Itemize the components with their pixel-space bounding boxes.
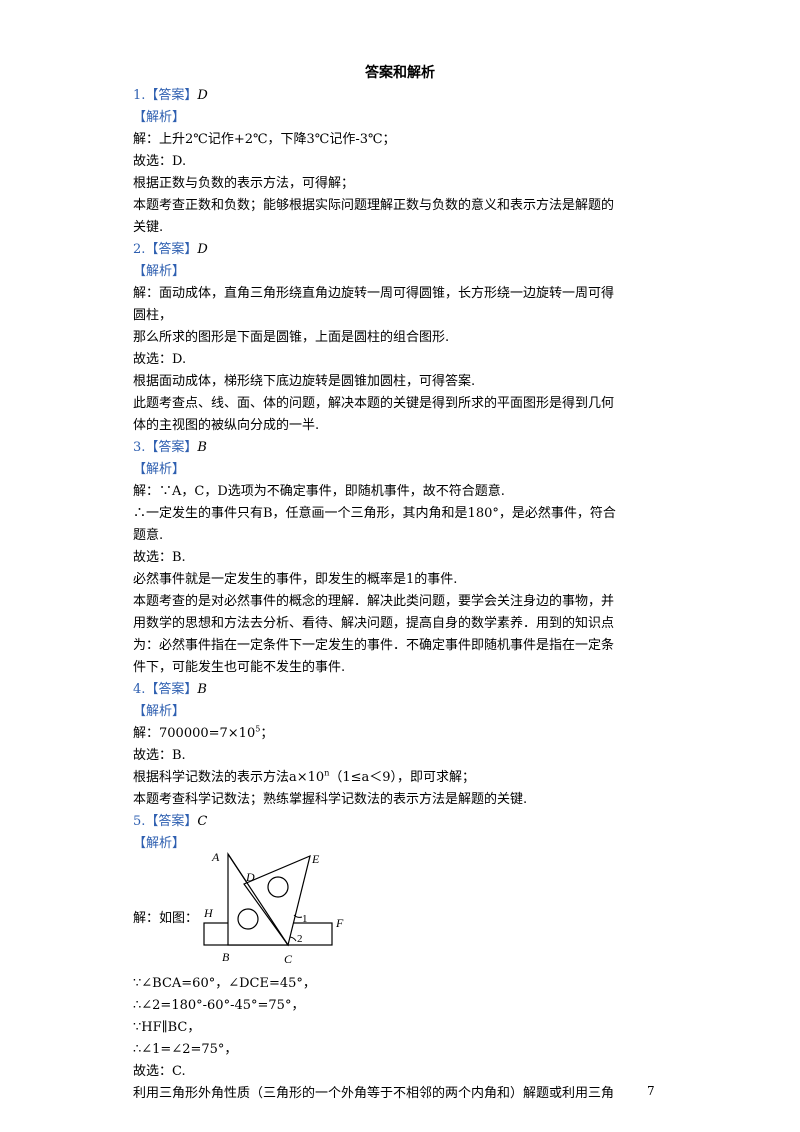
point-b-label: B <box>222 950 230 964</box>
answer-header-3: 3.【答案】B <box>133 437 673 459</box>
answer-value: B <box>197 440 207 455</box>
angle-1-label: 1 <box>302 913 308 925</box>
analysis-line: 本题考查的是对必然事件的概念的理解．解决此类问题，要学会关注身边的事物，并 <box>133 594 615 609</box>
analysis-tag: 【解析】 <box>133 264 186 279</box>
question-number: 2. <box>133 242 146 257</box>
point-a-label: A <box>211 851 220 864</box>
analysis-line: 故选：D. <box>133 154 187 169</box>
analysis-line: ∵∠BCA=60°，∠DCE=45°， <box>133 976 316 991</box>
analysis-line: 解：面动成体，直角三角形绕直角边旋转一周可得圆锥，长方形绕一边旋转一周可得 <box>133 286 615 301</box>
answer-tag: 【答案】 <box>145 88 198 103</box>
answer-tag: 【答案】 <box>145 242 198 257</box>
exponent: 5 <box>255 724 261 734</box>
question-number: 3. <box>133 440 146 455</box>
circle-abc <box>237 908 259 930</box>
answer-header-4: 4.【答案】B <box>133 679 673 701</box>
analysis-line: 故选：C. <box>133 1064 186 1079</box>
analysis-line: ∴∠2=180°-60°-45°=75°， <box>133 998 305 1013</box>
angle-2-label: 2 <box>297 933 303 945</box>
answer-tag: 【答案】 <box>145 440 198 455</box>
exponent: n <box>324 768 330 778</box>
analysis-line: 利用三角形外角性质（三角形的一个外角等于不相邻的两个内角和）解题或利用三角 <box>133 1086 615 1101</box>
page-number: 7 <box>647 1084 655 1098</box>
question-number: 1. <box>133 88 146 103</box>
analysis-line: 体的主视图的被纵向分成的一半. <box>133 418 320 433</box>
analysis-line: 故选：B. <box>133 748 186 763</box>
figure-label: 解：如图： <box>133 911 199 926</box>
analysis-line: 关键. <box>133 220 164 235</box>
point-c-label: C <box>284 952 293 966</box>
formula-text: （1≤a＜9），即可求解； <box>329 770 476 785</box>
analysis-line: 解：700000=7×105； <box>133 723 673 745</box>
question-number: 5. <box>133 814 146 829</box>
answer-value: C <box>197 814 208 829</box>
angle-2-arc <box>289 936 297 942</box>
angle-1-arc <box>293 914 303 918</box>
point-f-label: F <box>335 916 344 930</box>
point-e-label: E <box>311 852 320 866</box>
question-number: 4. <box>133 682 146 697</box>
analysis-line: 故选：B. <box>133 550 186 565</box>
analysis-line: 本题考查正数和负数；能够根据实际问题理解正数与负数的意义和表示方法是解题的 <box>133 198 615 213</box>
analysis-line: 圆柱， <box>133 308 173 323</box>
answer-header-5: 5.【答案】C <box>133 811 673 833</box>
analysis-line: 必然事件就是一定发生的事件，即发生的概率是1的事件. <box>133 572 458 587</box>
formula-text: 解：700000=7×10 <box>133 726 256 741</box>
circle-dce <box>267 876 289 898</box>
analysis-line: 题意. <box>133 528 164 543</box>
point-h-label: H <box>203 906 214 920</box>
answer-header-1: 1.【答案】D <box>133 85 673 107</box>
analysis-tag: 【解析】 <box>133 704 186 719</box>
analysis-line: 解：上升2℃记作+2℃，下降3℃记作-3℃； <box>133 132 396 147</box>
analysis-line: 用数学的思想和方法去分析、看待、解决问题，提高自身的数学素养．用到的知识点 <box>133 616 615 631</box>
analysis-tag: 【解析】 <box>133 462 186 477</box>
analysis-line: 此题考查点、线、面、体的问题，解决本题的关键是得到所求的平面图形是得到几何 <box>133 396 615 411</box>
analysis-line: 根据正数与负数的表示方法，可得解； <box>133 176 355 191</box>
analysis-line: ∵HF∥BC， <box>133 1020 201 1035</box>
geometry-figure: A D E H F B C 1 2 <box>203 851 344 966</box>
point-d-label: D <box>245 870 255 884</box>
analysis-line: 根据科学记数法的表示方法a×10n（1≤a＜9），即可求解； <box>133 767 673 789</box>
analysis-line: 本题考查科学记数法；熟练掌握科学记数法的表示方法是解题的关键. <box>133 792 528 807</box>
analysis-line: ∴∠1=∠2=75°， <box>133 1042 238 1057</box>
answer-value: B <box>197 682 207 697</box>
analysis-tag: 【解析】 <box>133 836 186 851</box>
analysis-line: 件下，可能发生也可能不发生的事件. <box>133 660 346 675</box>
analysis-line: 解：∵A，C，D选项为不确定事件，即随机事件，故不符合题意. <box>133 484 505 499</box>
analysis-line: 根据面动成体，梯形绕下底边旋转是圆锥加圆柱，可得答案. <box>133 374 476 389</box>
figure-row: 解：如图： A D E H F <box>133 851 673 973</box>
answer-value: D <box>197 88 208 103</box>
analysis-tag: 【解析】 <box>133 110 186 125</box>
analysis-line: 那么所求的图形是下面是圆锥，上面是圆柱的组合图形. <box>133 330 450 345</box>
page-title: 答案和解析 <box>365 65 435 81</box>
analysis-line: 故选：D. <box>133 352 187 367</box>
hypotenuse-ac <box>227 853 289 946</box>
analysis-line: 为：必然事件指在一定条件下一定发生的事件．不确定事件即随机事件是指在一定条 <box>133 638 615 653</box>
formula-text: 根据科学记数法的表示方法a×10 <box>133 770 325 785</box>
answer-tag: 【答案】 <box>145 682 198 697</box>
triangle-dce <box>243 854 311 947</box>
analysis-line: ∴一定发生的事件只有B，任意画一个三角形，其内角和是180°，是必然事件，符合 <box>133 506 616 521</box>
answers-content: 1.【答案】D 【解析】 解：上升2℃记作+2℃，下降3℃记作-3℃； 故选：D… <box>133 85 673 1105</box>
answer-value: D <box>197 242 208 257</box>
answer-header-2: 2.【答案】D <box>133 239 673 261</box>
formula-text: ； <box>260 726 274 741</box>
answer-tag: 【答案】 <box>145 814 198 829</box>
